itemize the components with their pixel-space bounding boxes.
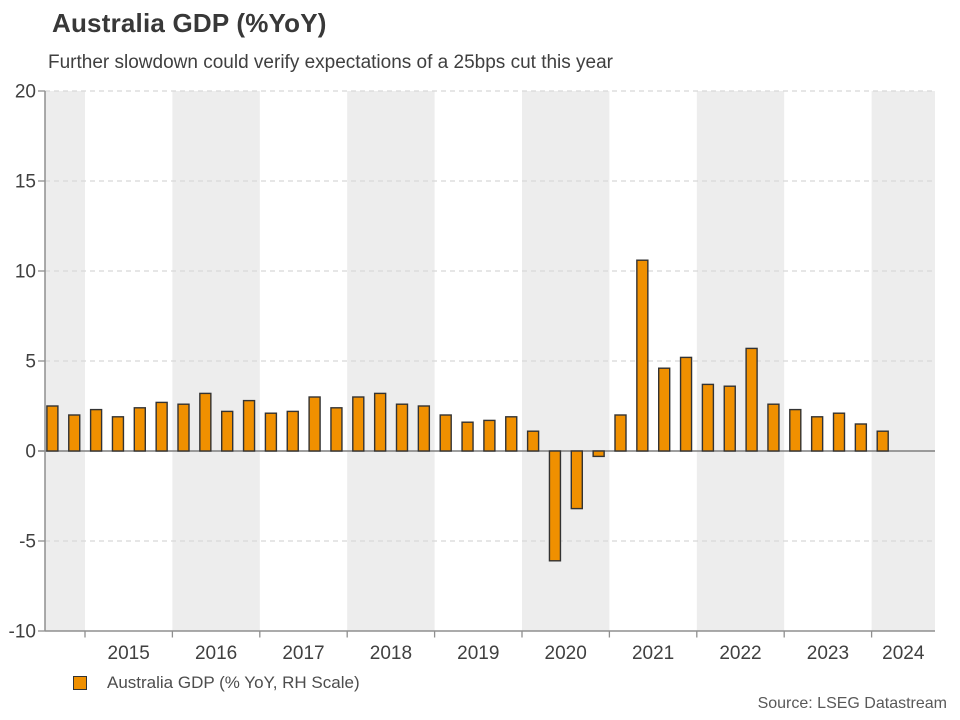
bar-2018-Q1 [352, 396, 365, 452]
x-axis-label-2023: 2023 [807, 643, 849, 664]
bar-2015-Q2 [111, 416, 125, 452]
bar-2021-Q1 [614, 414, 627, 452]
bar-2022-Q1 [701, 383, 715, 452]
bar-2021-Q4 [679, 356, 693, 452]
bar-2020-Q2 [548, 450, 562, 562]
y-axis-label-0: 0 [25, 442, 36, 463]
bar-2014-Q4 [68, 414, 81, 452]
bar-2018-Q3 [395, 403, 409, 452]
bar-2016-Q1 [177, 403, 190, 452]
bar-2023-Q4 [854, 423, 868, 452]
bar-2020-Q4 [592, 450, 605, 458]
y-axis-label--5: -5 [19, 532, 36, 553]
x-axis-label-2021: 2021 [632, 643, 674, 664]
legend: Australia GDP (% YoY, RH Scale) [73, 673, 360, 693]
legend-label: Australia GDP (% YoY, RH Scale) [107, 673, 360, 692]
source-note: Source: LSEG Datastream [757, 695, 947, 712]
bar-2022-Q2 [723, 385, 736, 452]
page-subtitle: Further slowdown could verify expectatio… [48, 52, 614, 73]
y-axis-label-15: 15 [15, 172, 36, 193]
bar-2019-Q3 [483, 419, 496, 452]
bar-2014-Q3 [46, 405, 59, 452]
bar-2015-Q3 [133, 407, 147, 452]
bar-2017-Q2 [286, 410, 299, 452]
bar-2021-Q2 [636, 259, 649, 452]
bar-2016-Q2 [199, 392, 212, 452]
bar-2023-Q1 [789, 408, 802, 452]
y-axis-label-5: 5 [25, 352, 36, 373]
bar-2019-Q1 [439, 414, 452, 452]
bar-2019-Q4 [505, 416, 518, 452]
bar-2021-Q3 [658, 367, 671, 452]
bar-2019-Q2 [461, 421, 474, 452]
legend-swatch-icon [73, 676, 87, 690]
x-axis-label-2019: 2019 [457, 643, 499, 664]
bar-2020-Q1 [526, 430, 540, 452]
y-axis-label--10: -10 [9, 622, 36, 643]
bar-2017-Q1 [264, 412, 278, 452]
y-axis-label-20: 20 [15, 82, 36, 103]
bar-2023-Q3 [832, 412, 846, 452]
bar-2022-Q4 [767, 403, 780, 452]
bar-2018-Q2 [373, 392, 387, 452]
bar-2018-Q4 [417, 405, 431, 452]
bar-2015-Q1 [89, 408, 103, 452]
bar-2016-Q3 [220, 410, 234, 452]
bar-2022-Q3 [745, 347, 758, 452]
bar-2024-Q1 [876, 430, 889, 452]
bar-2017-Q4 [330, 407, 343, 452]
bar-2023-Q2 [810, 416, 824, 452]
x-axis-label-2024: 2024 [882, 643, 925, 664]
page-title: Australia GDP (%YoY) [52, 8, 327, 38]
bar-2017-Q3 [308, 396, 321, 452]
bar-2015-Q4 [155, 401, 168, 452]
bar-2020-Q3 [570, 450, 583, 510]
x-axis-label-2015: 2015 [108, 643, 150, 664]
y-axis-label-10: 10 [15, 262, 36, 283]
x-axis-label-2016: 2016 [195, 643, 237, 664]
x-axis-label-2022: 2022 [719, 643, 761, 664]
x-axis-label-2020: 2020 [545, 643, 587, 664]
bar-2016-Q4 [242, 399, 256, 452]
x-axis-label-2017: 2017 [282, 643, 324, 664]
x-axis-label-2018: 2018 [370, 643, 412, 664]
